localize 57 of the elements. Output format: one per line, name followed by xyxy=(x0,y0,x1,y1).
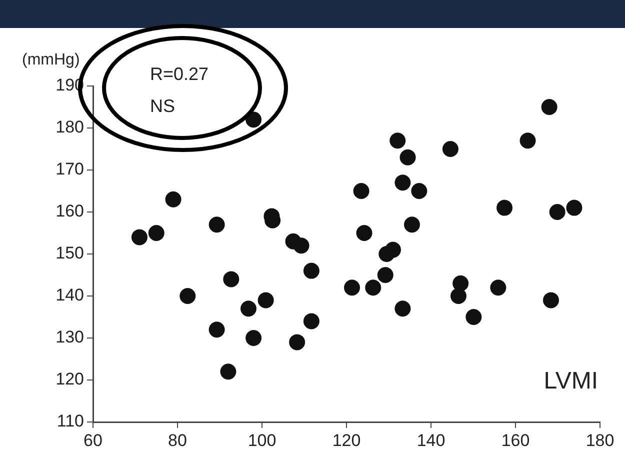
point xyxy=(208,322,225,338)
y-axis-title: (mmHg) xyxy=(22,51,80,68)
point xyxy=(303,313,320,330)
point xyxy=(246,112,262,128)
point xyxy=(394,300,411,317)
point xyxy=(240,300,256,317)
point xyxy=(520,132,536,149)
x-tick-label: 180 xyxy=(586,430,614,450)
x-tick-label: 160 xyxy=(501,430,530,450)
point xyxy=(293,238,310,254)
text: R=0.27 xyxy=(150,64,209,84)
y-tick-label: 160 xyxy=(56,202,84,221)
point xyxy=(404,216,420,233)
x-tick-label: 80 xyxy=(168,430,187,450)
point xyxy=(566,200,582,216)
point xyxy=(131,229,148,246)
point xyxy=(466,309,482,325)
point xyxy=(303,262,320,279)
point xyxy=(180,288,196,304)
point xyxy=(356,225,372,241)
y-tick-label: 180 xyxy=(56,118,84,137)
point xyxy=(390,132,406,149)
point xyxy=(496,200,513,216)
x-tick-label: 120 xyxy=(332,430,361,450)
point xyxy=(411,183,428,199)
y-tick-label: 130 xyxy=(56,328,84,347)
point xyxy=(541,99,558,115)
x-tick-label: 60 xyxy=(84,430,102,450)
point xyxy=(289,334,306,350)
point xyxy=(246,330,262,346)
y-tick-label: 150 xyxy=(56,244,84,263)
point xyxy=(549,204,566,220)
point xyxy=(258,292,274,308)
x-axis-title: LVMI xyxy=(544,368,598,395)
point xyxy=(400,149,416,166)
point xyxy=(442,141,458,157)
point xyxy=(394,174,411,191)
point xyxy=(377,267,394,283)
point xyxy=(148,225,164,241)
y-tick-label: 110 xyxy=(56,412,84,431)
point xyxy=(165,191,182,208)
point xyxy=(365,280,382,296)
point xyxy=(208,216,225,233)
y-tick-label: 140 xyxy=(56,286,84,305)
point xyxy=(384,242,401,258)
x-tick-label: 140 xyxy=(416,430,446,450)
y-tick-label: 120 xyxy=(56,370,84,389)
point xyxy=(344,280,360,296)
point xyxy=(223,271,240,288)
point xyxy=(542,292,559,308)
point xyxy=(353,183,370,199)
x-tick-label: 100 xyxy=(248,430,276,450)
point xyxy=(450,288,466,304)
point xyxy=(220,364,236,380)
y-tick-label: 170 xyxy=(56,160,84,179)
point xyxy=(490,280,506,296)
annotation: NS xyxy=(150,96,176,116)
